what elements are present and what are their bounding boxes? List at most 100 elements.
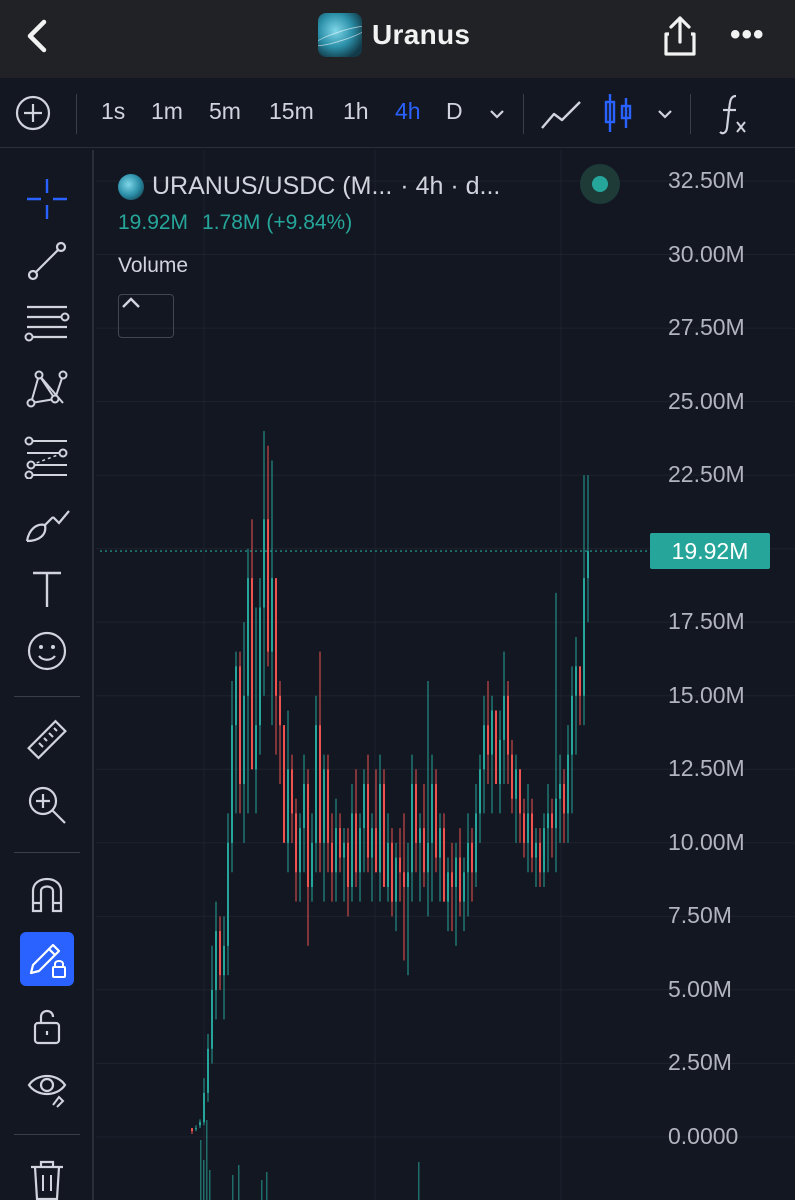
interval-d[interactable]: D bbox=[446, 98, 463, 124]
candle bbox=[415, 769, 417, 873]
candle bbox=[247, 548, 249, 814]
candle bbox=[307, 769, 309, 946]
toolbar-divider bbox=[14, 696, 80, 697]
interval-5m[interactable]: 5m bbox=[209, 98, 241, 124]
share-icon[interactable] bbox=[660, 14, 700, 58]
last-value-tag: 19.92M bbox=[650, 533, 770, 570]
coin-icon bbox=[118, 173, 144, 200]
candle-body bbox=[419, 828, 421, 843]
candle-body bbox=[555, 798, 557, 829]
status-dot-icon bbox=[592, 176, 608, 192]
chevron-down-icon[interactable] bbox=[487, 104, 507, 124]
candle bbox=[575, 636, 577, 755]
more-options-button[interactable]: ••• bbox=[730, 18, 765, 51]
interval-4h[interactable]: 4h bbox=[395, 98, 421, 124]
candle bbox=[283, 725, 285, 843]
horizontal-lines-tool[interactable] bbox=[20, 296, 74, 350]
candle bbox=[563, 769, 565, 843]
candle-body bbox=[319, 725, 321, 843]
candle bbox=[371, 813, 373, 902]
candle bbox=[351, 784, 353, 902]
magnet-tool[interactable] bbox=[20, 866, 74, 920]
toolbar-divider bbox=[14, 852, 80, 853]
candle-body bbox=[215, 931, 217, 990]
add-symbol-icon[interactable] bbox=[14, 94, 52, 132]
fib-tool[interactable] bbox=[20, 430, 74, 484]
candle bbox=[499, 710, 501, 814]
candle bbox=[255, 607, 257, 814]
crosshair-tool[interactable] bbox=[20, 172, 74, 226]
trash-tool[interactable] bbox=[20, 1152, 74, 1200]
candle-body bbox=[307, 784, 309, 887]
chevron-down-icon[interactable] bbox=[655, 104, 675, 124]
candle-body bbox=[235, 666, 237, 726]
lock-drawing-tool[interactable] bbox=[20, 932, 74, 986]
candle bbox=[303, 754, 305, 873]
candle-body bbox=[439, 828, 441, 858]
volume-bar bbox=[209, 1170, 211, 1200]
indicators-fx-icon[interactable] bbox=[716, 92, 750, 136]
candle bbox=[451, 842, 453, 932]
candle-body bbox=[491, 710, 493, 755]
text-tool[interactable] bbox=[20, 562, 74, 616]
candle bbox=[263, 431, 265, 696]
candle bbox=[347, 828, 349, 917]
candle-body bbox=[539, 842, 541, 873]
candle-body bbox=[203, 1092, 205, 1123]
unlock-tool[interactable] bbox=[20, 998, 74, 1052]
candle bbox=[419, 813, 421, 902]
volume-bar bbox=[418, 1162, 420, 1200]
candle bbox=[199, 1119, 201, 1129]
candle-body bbox=[531, 813, 533, 858]
collapse-legend-button[interactable] bbox=[118, 294, 174, 338]
candle bbox=[487, 681, 489, 785]
candle bbox=[363, 769, 365, 873]
candle bbox=[587, 475, 589, 623]
volume-bar bbox=[200, 1140, 202, 1200]
trend-line-tool[interactable] bbox=[20, 234, 74, 288]
y-tick-label: 10.00M bbox=[668, 828, 745, 855]
candle-body bbox=[279, 695, 281, 726]
candle-body bbox=[415, 784, 417, 843]
candles-icon[interactable] bbox=[602, 92, 634, 134]
candle-body bbox=[351, 813, 353, 887]
line-chart-icon[interactable] bbox=[540, 96, 584, 132]
interval-1h[interactable]: 1h bbox=[343, 98, 369, 124]
eye-tool[interactable] bbox=[20, 1060, 74, 1114]
candle-body bbox=[287, 769, 289, 843]
candle bbox=[287, 710, 289, 873]
market-status-indicator[interactable] bbox=[580, 164, 620, 204]
candle-body bbox=[451, 872, 453, 887]
candle-body bbox=[427, 842, 429, 873]
candle bbox=[527, 784, 529, 873]
interval-15m[interactable]: 15m bbox=[269, 98, 314, 124]
candle-body bbox=[207, 1048, 209, 1093]
legend-symbol-row: URANUS/USDC (M... · 4h · d... bbox=[118, 172, 500, 201]
candle-body bbox=[395, 857, 397, 902]
brush-tool[interactable] bbox=[20, 498, 74, 552]
candle-body bbox=[559, 784, 561, 799]
volume-bar bbox=[266, 1172, 268, 1200]
zoom-in-tool[interactable] bbox=[20, 778, 74, 832]
volume-bar bbox=[238, 1165, 240, 1200]
indicator-label[interactable]: Volume bbox=[118, 254, 189, 277]
legend-symbol[interactable]: URANUS/USDC (M... bbox=[152, 172, 393, 200]
ruler-tool[interactable] bbox=[20, 714, 74, 768]
interval-1m[interactable]: 1m bbox=[151, 98, 183, 124]
emoji-tool[interactable] bbox=[20, 624, 74, 678]
candle bbox=[571, 666, 573, 814]
candle-body bbox=[455, 857, 457, 887]
y-tick-label: 12.50M bbox=[668, 755, 745, 782]
candle-body bbox=[271, 578, 273, 652]
candle-body bbox=[283, 725, 285, 843]
candle bbox=[399, 828, 401, 902]
back-icon[interactable] bbox=[18, 16, 58, 56]
candle-body bbox=[303, 784, 305, 829]
candle bbox=[383, 769, 385, 887]
candle bbox=[431, 754, 433, 902]
interval-1s[interactable]: 1s bbox=[101, 98, 126, 124]
volume-chart[interactable] bbox=[96, 150, 795, 1200]
chart-pane[interactable]: URANUS/USDC (M... · 4h · d... 19.92M 1.7… bbox=[96, 150, 795, 1200]
candle-body bbox=[567, 754, 569, 814]
pattern-tool[interactable] bbox=[20, 362, 74, 416]
